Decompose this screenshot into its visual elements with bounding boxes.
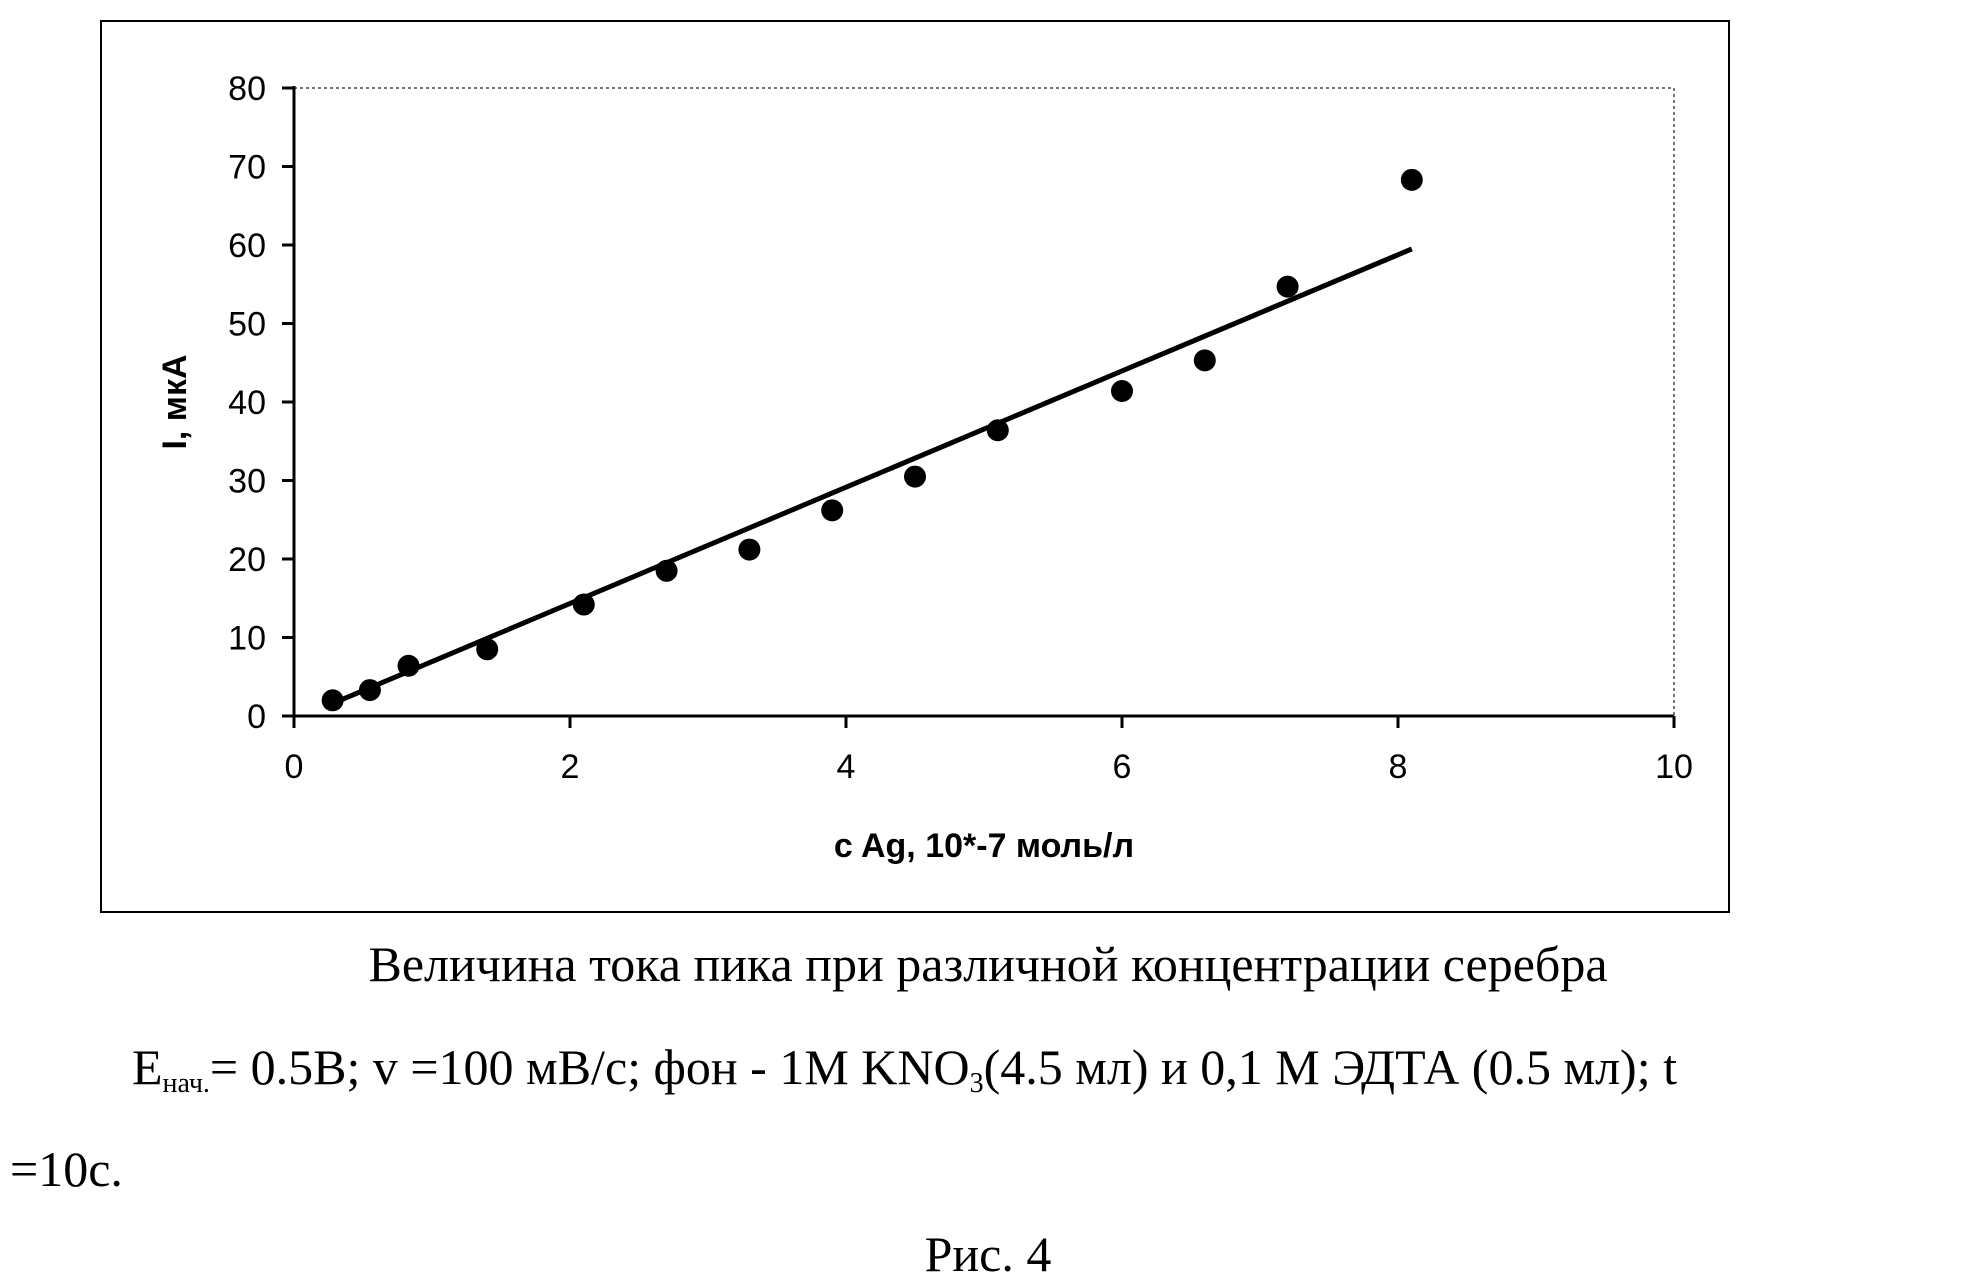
data-point [476, 638, 499, 661]
conditions-prefix: E [132, 1039, 163, 1095]
y-tick-label: 10 [228, 620, 266, 658]
data-point [397, 654, 420, 677]
x-tick-label: 10 [1655, 748, 1693, 786]
figure-caption-title: Величина тока пика при различной концент… [368, 936, 1608, 992]
conditions-subscript: нач. [162, 1068, 210, 1099]
y-tick-label: 70 [228, 149, 266, 187]
y-tick-label: 40 [228, 384, 266, 422]
data-point [1193, 349, 1216, 372]
y-axis-title: I, мкА [156, 354, 194, 449]
chart-frame: 0 10 20 30 40 50 60 70 80 0 2 4 6 8 10 c Ag, 10*-7 мол… [100, 20, 1730, 913]
data-point [1111, 380, 1133, 403]
y-tick-label: 20 [228, 541, 266, 579]
data-point [821, 499, 844, 522]
conditions-main: = 0.5В; v =100 мВ/с; фон - 1М KNO [209, 1039, 970, 1095]
x-tick-label: 2 [561, 748, 580, 786]
data-point [986, 419, 1009, 442]
scatter-chart: 0 10 20 30 40 50 60 70 80 0 2 4 6 8 10 c Ag, 10*-7 мол… [156, 70, 1693, 865]
x-axis-title: c Ag, 10*-7 моль/л [834, 827, 1134, 865]
data-point [655, 559, 678, 582]
data-point [1276, 275, 1299, 298]
x-tick-label: 4 [837, 748, 856, 786]
data-point [321, 689, 344, 712]
figure-label: Рис. 4 [924, 1226, 1052, 1282]
x-tick-label: 6 [1113, 748, 1132, 786]
conditions-subscript-2: 3 [969, 1068, 984, 1099]
x-tick-label: 8 [1389, 748, 1408, 786]
data-point [358, 679, 381, 702]
linear-trendline [331, 246, 1413, 706]
y-tick-label: 30 [228, 463, 266, 501]
experimental-conditions: Eнач.= 0.5В; v =100 мВ/с; фон - 1М KNO3(… [132, 1038, 1677, 1100]
data-point [904, 465, 926, 488]
data-point [738, 538, 761, 561]
y-tick-label: 50 [228, 306, 266, 344]
y-tick-label: 0 [247, 698, 266, 736]
y-tick-label: 80 [228, 70, 266, 108]
x-tick-label: 0 [285, 748, 304, 786]
data-point [1400, 168, 1423, 191]
data-point [572, 593, 595, 616]
y-tick-label: 60 [228, 227, 266, 265]
conditions-rest: (4.5 мл) и 0,1 М ЭДТА (0.5 мл); t [983, 1039, 1677, 1095]
conditions-continued: =10с. [10, 1141, 123, 1197]
